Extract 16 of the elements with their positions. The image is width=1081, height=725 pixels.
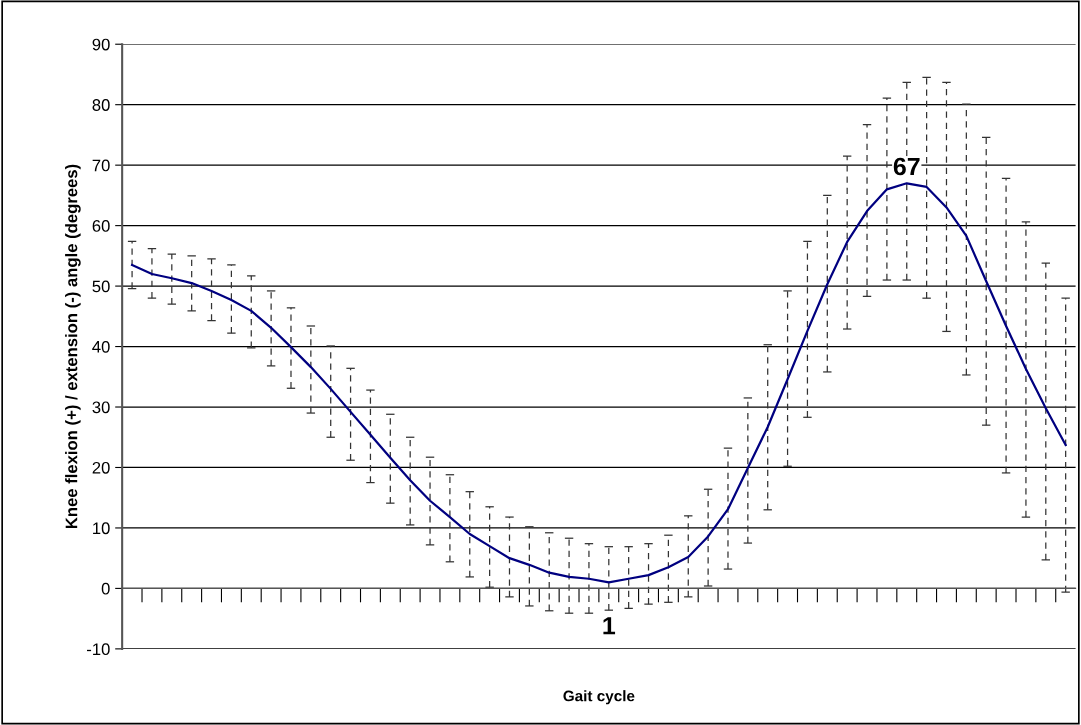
data-label: 67 <box>893 157 920 176</box>
y-tick-label: 30 <box>92 401 110 414</box>
x-axis-title: Gait cycle <box>563 690 635 705</box>
data-label: 1 <box>603 617 616 635</box>
y-tick-label: 70 <box>92 159 110 172</box>
y-tick-label: 50 <box>92 280 110 293</box>
y-tick-label: 0 <box>101 582 110 595</box>
y-axis-title: Knee flexion (+) / extension (-) angle (degrees) <box>65 164 81 529</box>
y-tick-label: 10 <box>93 522 110 535</box>
y-tick-label: 40 <box>92 340 110 353</box>
y-tick-label: 80 <box>92 99 110 111</box>
y-tick-label: 90 <box>92 38 110 51</box>
y-tick-label: -10 <box>87 643 110 656</box>
line-series <box>130 182 1067 584</box>
y-tick-label: 60 <box>92 220 110 232</box>
y-tick-label: 20 <box>92 461 110 474</box>
